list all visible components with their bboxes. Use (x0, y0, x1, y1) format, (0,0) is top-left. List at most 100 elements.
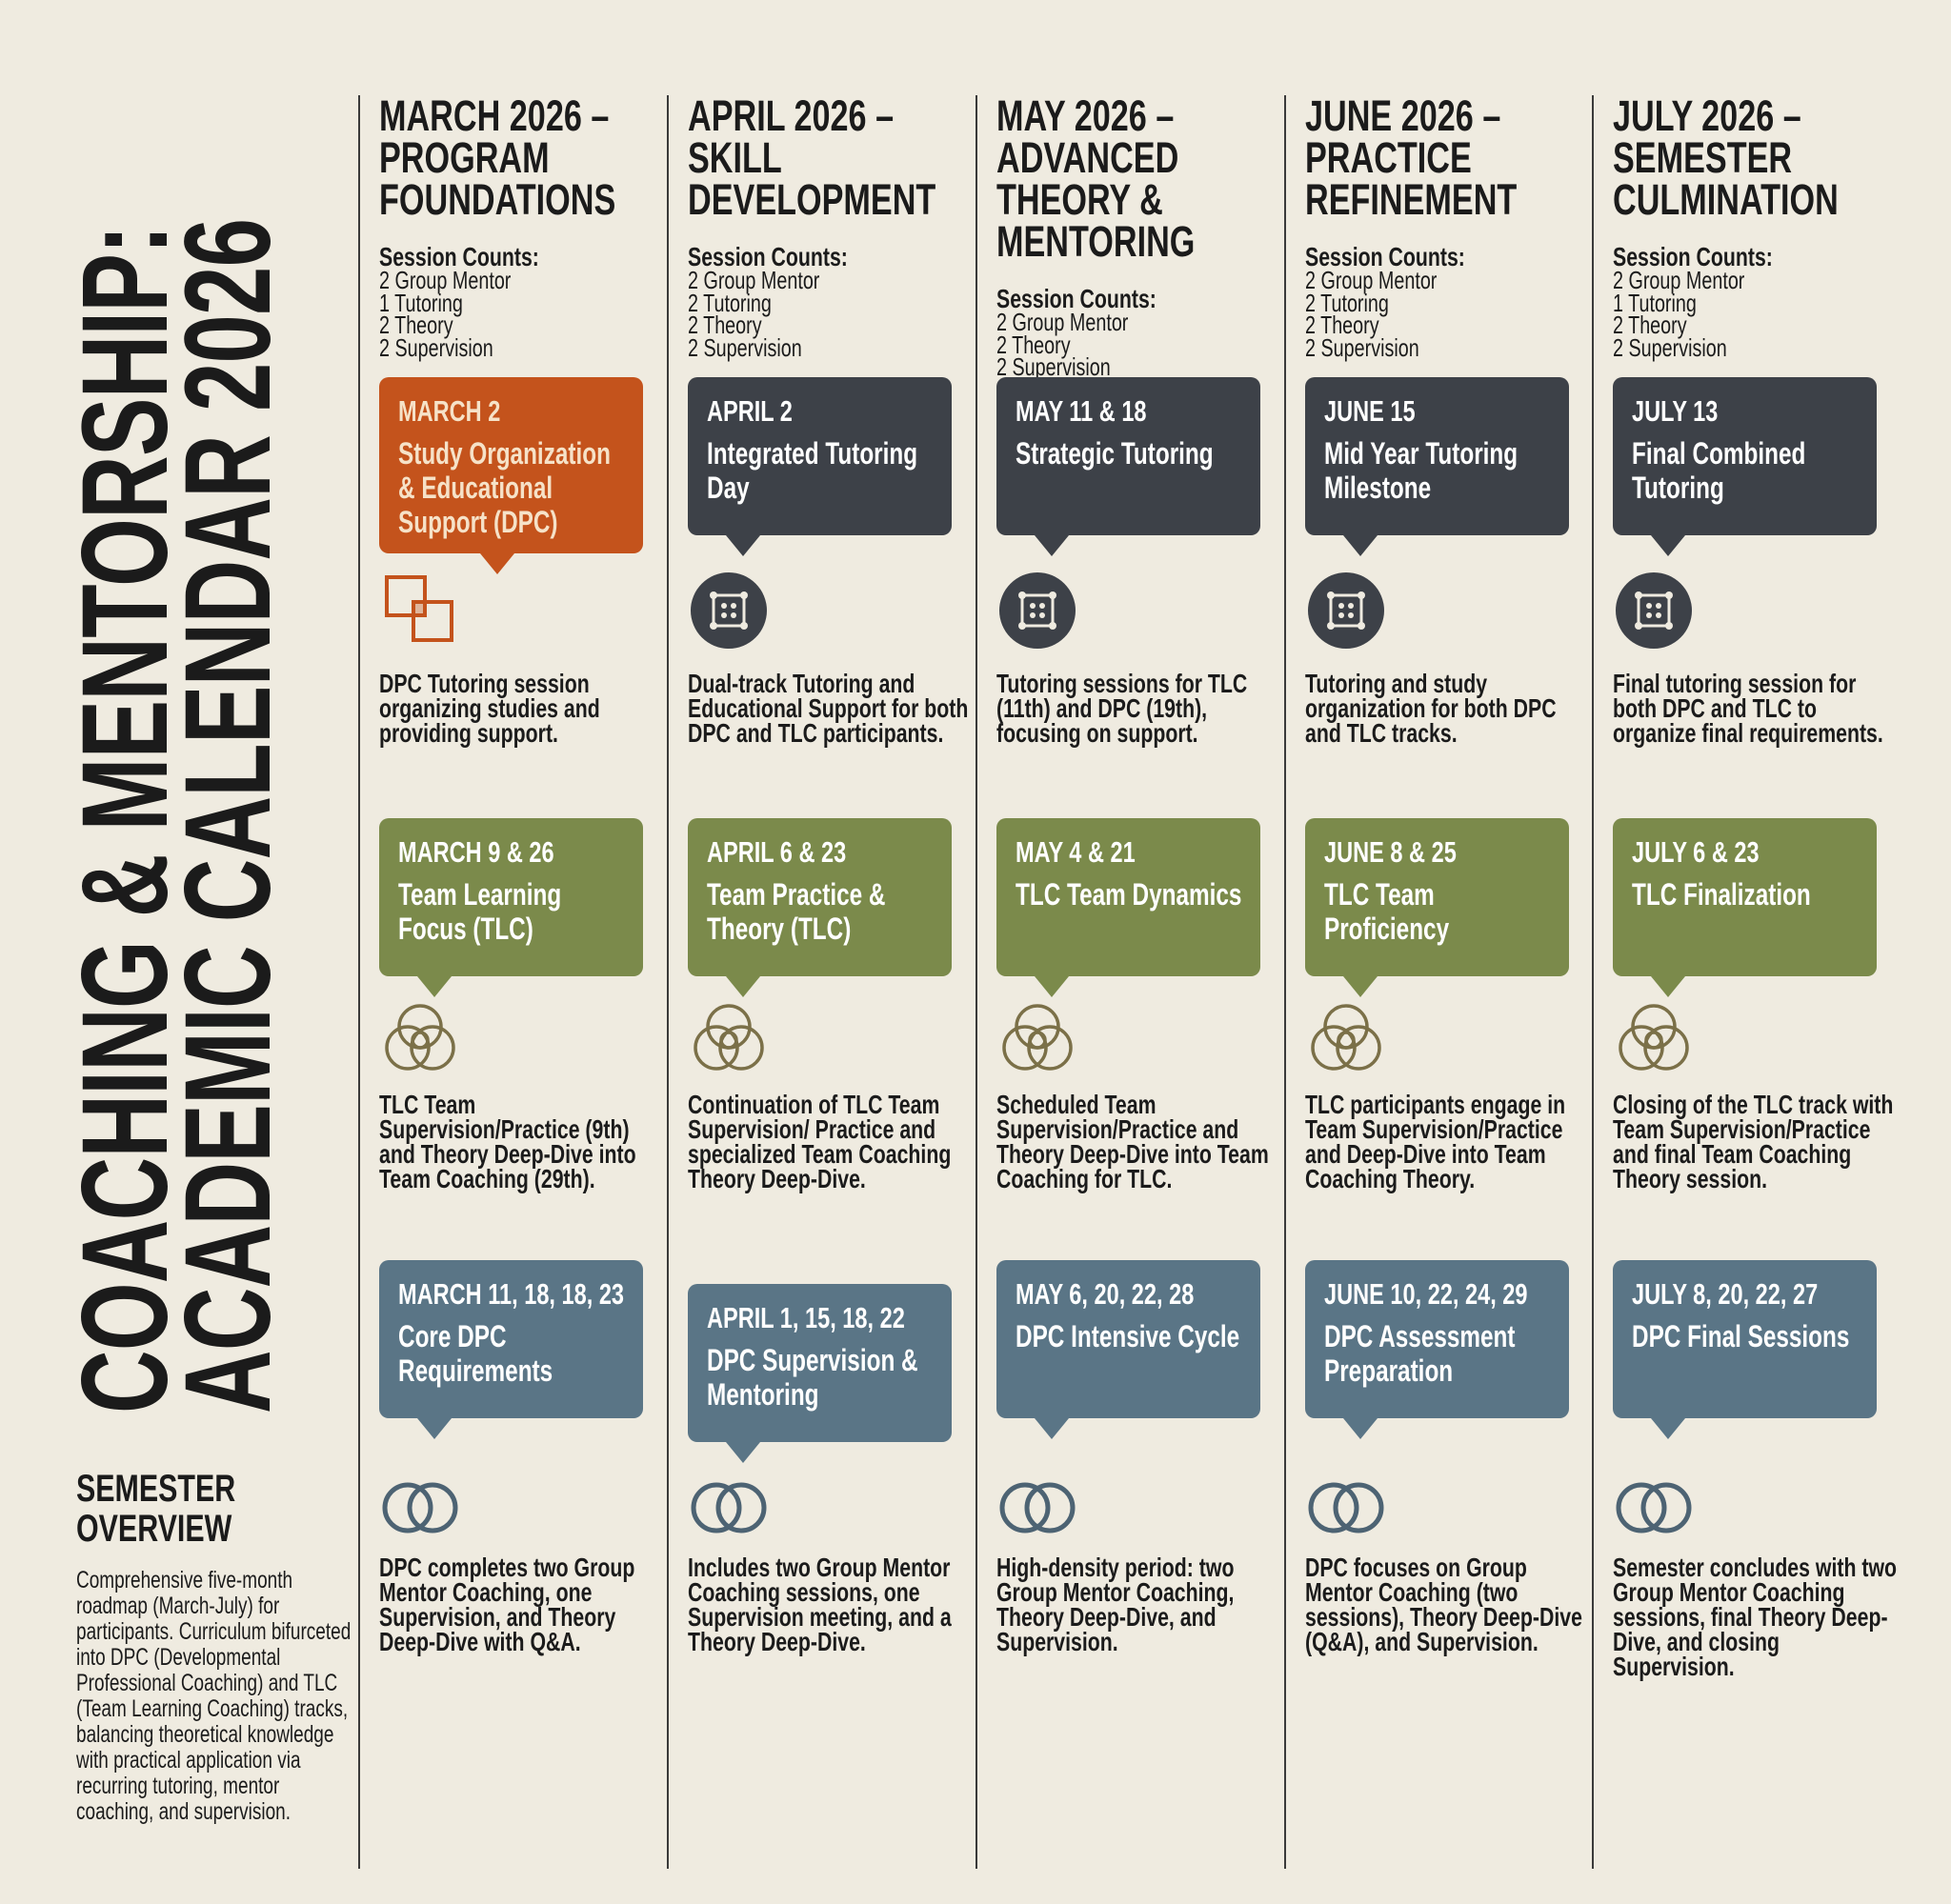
event-name: Team Learning Focus (TLC) (398, 877, 562, 946)
network-node-icon (1613, 570, 1695, 651)
network-node-icon (996, 570, 1078, 651)
event-card[interactable]: MAY 4 & 21 TLC Team Dynamics (996, 818, 1260, 997)
event-description: Scheduled Team Supervision/Practice and … (996, 1090, 1282, 1193)
session-count-item: 2 Supervision (379, 332, 493, 362)
event-date: MARCH 9 & 26 (398, 835, 554, 869)
event-description: Continuation of TLC Team Supervision/ Pr… (688, 1090, 974, 1193)
event-description-text: TLC participants engage in Team Supervis… (1305, 1090, 1566, 1193)
venn-circles-icon (688, 998, 770, 1080)
session-count-item: 2 Group Mentor (379, 266, 512, 294)
session-count-item: 2 Theory (1305, 311, 1379, 339)
event-date: JULY 13 (1632, 394, 1719, 428)
event-card[interactable]: MARCH 11, 18, 18, 23 Core DPC Requiremen… (379, 1260, 643, 1439)
event-card[interactable]: APRIL 1, 15, 18, 22 DPC Supervision & Me… (688, 1284, 952, 1463)
session-count-item: 2 Theory (379, 311, 453, 339)
overlapping-squares-icon (379, 570, 461, 651)
event-card[interactable]: JUNE 8 & 25 TLC Team Proficiency (1305, 818, 1569, 997)
session-count-item: 2 Group Mentor (1613, 266, 1745, 294)
callout-pointer (726, 976, 760, 997)
event-name: DPC Assessment Preparation (1324, 1319, 1516, 1388)
callout-pointer (1343, 1418, 1378, 1439)
event-name: TLC Finalization (1632, 877, 1811, 912)
event-card[interactable]: APRIL 2 Integrated Tutoring Day (688, 377, 952, 556)
session-counts: Session Counts: 2 Group Mentor 2 Tutoring 2… (1305, 244, 1591, 360)
event-name: DPC Supervision & Mentoring (707, 1343, 918, 1412)
session-counts-label: Session Counts: (1613, 242, 1773, 271)
event-card[interactable]: JULY 8, 20, 22, 27 DPC Final Sessions (1613, 1260, 1877, 1439)
event-date: MARCH 11, 18, 18, 23 (398, 1277, 625, 1311)
session-counts: Session Counts: 2 Group Mentor 2 Theory 2 S… (996, 286, 1282, 379)
event-date: APRIL 6 & 23 (707, 835, 847, 869)
event-card[interactable]: JUNE 10, 22, 24, 29 DPC Assessment Prepa… (1305, 1260, 1569, 1439)
event-date: APRIL 2 (707, 394, 793, 428)
event-description-text: Tutoring and study organization for both… (1305, 669, 1557, 748)
event-date: APRIL 1, 15, 18, 22 (707, 1301, 905, 1334)
event-date: JUNE 8 & 25 (1324, 835, 1457, 869)
event-name: Final Combined Tutoring (1632, 436, 1806, 505)
month-column: MARCH 2026 – PROGRAM FOUNDATIONS Session… (379, 94, 665, 1867)
page-title: COACHING & MENTORSHIP: ACADEMIC CALENDAR… (57, 99, 296, 1413)
session-count-item: 2 Supervision (1613, 332, 1727, 362)
network-node-icon (1305, 570, 1387, 651)
event-date: MARCH 2 (398, 394, 501, 428)
callout-pointer (1343, 976, 1378, 997)
session-counts-label: Session Counts: (379, 242, 539, 271)
month-title: MAY 2026 – ADVANCED THEORY & MENTORING (996, 91, 1196, 266)
month-title: APRIL 2026 – SKILL DEVELOPMENT (688, 91, 936, 224)
month-column: APRIL 2026 – SKILL DEVELOPMENT Session C… (688, 91, 974, 1867)
title-line-2: ACADEMIC CALENDAR 2026 (160, 218, 296, 1413)
month-title: JUNE 2026 – PRACTICE REFINEMENT (1305, 91, 1518, 224)
event-card[interactable]: APRIL 6 & 23 Team Practice & Theory (TLC… (688, 818, 952, 997)
overview-heading: SEMESTER OVERVIEW (76, 1468, 236, 1550)
event-card[interactable]: MARCH 9 & 26 Team Learning Focus (TLC) (379, 818, 643, 997)
event-description: Tutoring sessions for TLC (11th) and DPC… (996, 671, 1282, 747)
event-card[interactable]: JULY 6 & 23 TLC Finalization (1613, 818, 1877, 997)
event-description: TLC Team Supervision/Practice (9th) and … (379, 1090, 665, 1193)
session-counts-label: Session Counts: (688, 242, 848, 271)
linked-rings-icon (1613, 1467, 1695, 1549)
event-description: High-density period: two Group Mentor Co… (996, 1554, 1282, 1655)
event-card[interactable]: MARCH 2 Study Organization & Educational… (379, 377, 643, 574)
event-description-text: Final tutoring session for both DPC and … (1613, 669, 1883, 748)
event-card[interactable]: MAY 11 & 18 Strategic Tutoring (996, 377, 1260, 556)
linked-rings-icon (688, 1467, 770, 1549)
event-card[interactable]: JUNE 15 Mid Year Tutoring Milestone (1305, 377, 1569, 556)
session-count-item: 2 Tutoring (688, 288, 772, 317)
event-name: Team Practice & Theory (TLC) (707, 877, 886, 946)
month-column: MAY 2026 – ADVANCED THEORY & MENTORING S… (996, 91, 1282, 1867)
event-description-text: TLC Team Supervision/Practice (9th) and … (379, 1090, 636, 1193)
event-description-text: DPC completes two Group Mentor Coaching,… (379, 1553, 635, 1656)
month-title: JULY 2026 – SEMESTER CULMINATION (1613, 91, 1839, 224)
session-counts-label: Session Counts: (996, 284, 1157, 313)
callout-pointer (1035, 1418, 1069, 1439)
event-date: JULY 8, 20, 22, 27 (1632, 1277, 1819, 1311)
session-counts: Session Counts: 2 Group Mentor 2 Tutoring 2… (688, 242, 974, 362)
network-node-icon (688, 570, 770, 651)
column-divider (976, 95, 977, 1869)
linked-rings-icon (1305, 1467, 1387, 1549)
event-description-text: Closing of the TLC track with Team Super… (1613, 1090, 1894, 1193)
column-divider (667, 95, 669, 1869)
callout-pointer (417, 976, 452, 997)
session-count-item: 2 Group Mentor (996, 308, 1129, 336)
event-description-text: Continuation of TLC Team Supervision/ Pr… (688, 1090, 952, 1193)
event-date: JULY 6 & 23 (1632, 835, 1760, 869)
venn-circles-icon (379, 998, 461, 1080)
session-count-item: 2 Tutoring (1305, 288, 1389, 317)
event-card[interactable]: JULY 13 Final Combined Tutoring (1613, 377, 1877, 556)
event-name: Mid Year Tutoring Milestone (1324, 436, 1519, 505)
callout-pointer (1651, 535, 1685, 556)
event-description-text: Scheduled Team Supervision/Practice and … (996, 1090, 1269, 1193)
venn-circles-icon (996, 998, 1078, 1080)
event-description-text: DPC focuses on Group Mentor Coaching (tw… (1305, 1553, 1582, 1656)
session-count-item: 2 Supervision (688, 332, 802, 362)
event-description: Dual-track Tutoring and Educational Supp… (688, 671, 974, 747)
callout-pointer (1035, 535, 1069, 556)
event-card[interactable]: MAY 6, 20, 22, 28 DPC Intensive Cycle (996, 1260, 1260, 1439)
linked-rings-icon (996, 1467, 1078, 1549)
event-description: DPC completes two Group Mentor Coaching,… (379, 1553, 665, 1656)
event-date: MAY 11 & 18 (1016, 394, 1147, 428)
overview-text: Comprehensive five-month roadmap (March-… (76, 1567, 352, 1825)
event-description: Closing of the TLC track with Team Super… (1613, 1090, 1899, 1193)
column-divider (1284, 95, 1286, 1869)
